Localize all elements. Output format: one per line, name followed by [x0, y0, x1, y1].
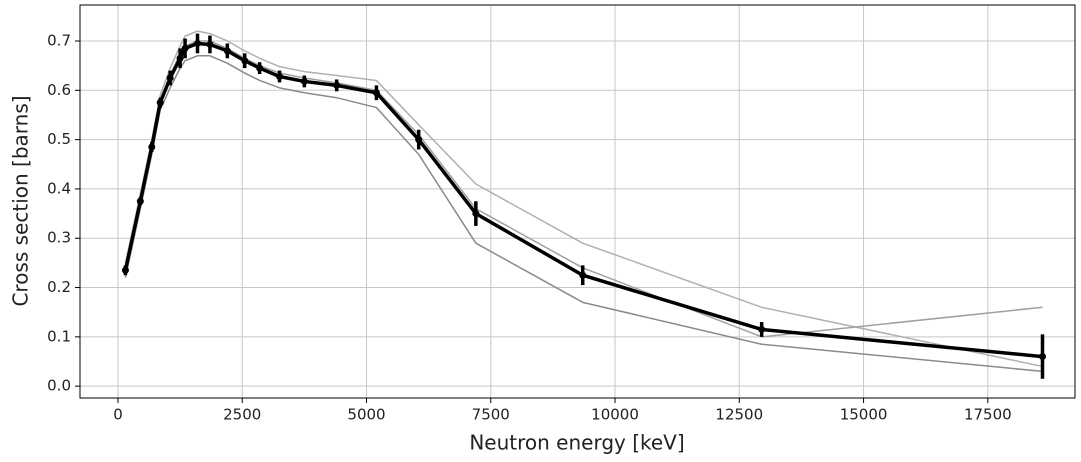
data-point	[333, 81, 341, 89]
x-tick-label: 10000	[591, 406, 639, 424]
data-point	[181, 44, 189, 52]
data-point	[136, 197, 144, 205]
data-point	[148, 143, 156, 151]
data-point	[372, 89, 380, 97]
y-tick-label: 0.7	[47, 31, 71, 49]
data-point	[276, 72, 284, 80]
data-point	[472, 210, 480, 218]
data-point	[194, 39, 202, 47]
data-point	[579, 271, 587, 279]
y-tick-label: 0.5	[47, 130, 71, 148]
x-axis-title: Neutron energy [keV]	[469, 431, 684, 455]
data-point	[241, 57, 249, 65]
y-tick-label: 0.0	[47, 377, 71, 395]
x-tick-label: 2500	[223, 406, 261, 424]
y-axis-title: Cross section [barns]	[9, 95, 33, 306]
y-tick-label: 0.1	[47, 327, 71, 345]
sample-line	[124, 30, 1043, 368]
data-point	[223, 47, 231, 55]
data-point	[156, 99, 164, 107]
y-tick-label: 0.4	[47, 179, 71, 197]
data-point	[1038, 353, 1046, 361]
x-tick-label: 5000	[347, 406, 385, 424]
sample-line	[124, 55, 1043, 373]
x-tick-label: 17500	[964, 406, 1012, 424]
x-tick-label: 15000	[840, 406, 888, 424]
data-point	[256, 64, 264, 72]
x-tick-label: 0	[113, 406, 123, 424]
data-point	[758, 325, 766, 333]
x-tick-label: 7500	[472, 406, 510, 424]
y-tick-label: 0.2	[47, 278, 71, 296]
data-point	[166, 74, 174, 82]
data-point	[176, 54, 184, 62]
data-point	[121, 266, 129, 274]
y-tick-label: 0.3	[47, 229, 71, 247]
plot-frame	[79, 4, 1076, 399]
y-tick-label: 0.6	[47, 81, 71, 99]
data-point	[206, 40, 214, 48]
x-tick-label: 12500	[715, 406, 763, 424]
data-point	[415, 136, 423, 144]
data-point	[300, 77, 308, 85]
